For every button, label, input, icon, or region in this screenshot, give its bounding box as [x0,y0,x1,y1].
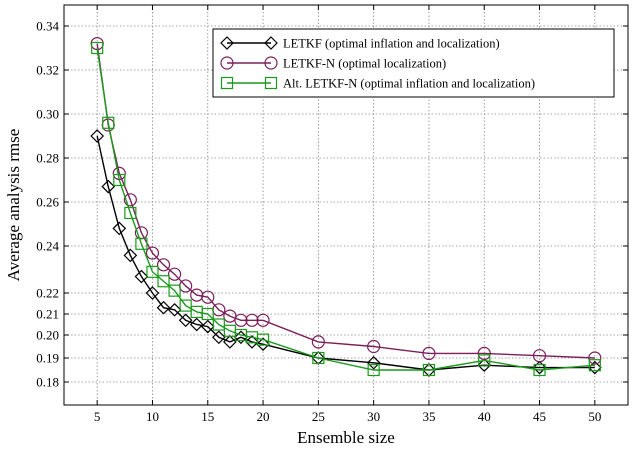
data-point [245,335,259,349]
data-point [223,335,237,349]
data-point [135,237,148,250]
data-point [156,300,171,315]
y-tick-label: 0.19 [36,351,59,366]
y-tick-label: 0.18 [36,375,59,390]
y-tick-label: 0.20 [36,328,59,343]
data-point [256,313,270,327]
data-point [91,41,104,55]
data-point [167,267,182,281]
data-point [312,351,325,365]
data-point [256,337,270,352]
x-tick-label: 25 [312,409,325,424]
y-tick-label: 0.30 [36,107,59,122]
data-point [422,363,436,377]
data-point [212,318,225,331]
data-point [211,330,226,345]
x-tick-label: 20 [257,409,270,424]
legend-marker [220,76,234,90]
y-tick-label: 0.26 [36,195,59,210]
data-point [588,359,601,372]
x-tick-label: 40 [478,409,491,424]
data-point [245,313,259,327]
data-point [113,173,126,187]
series-line [96,135,595,371]
data-point [477,346,491,360]
data-point [179,299,192,312]
legend-marker [264,56,278,70]
series-3 [91,41,601,377]
data-point [134,269,149,284]
y-tick-label: 0.32 [36,63,59,78]
data-point [112,221,127,236]
data-point [201,290,215,304]
data-point [366,355,381,370]
data-point [533,363,546,377]
data-point [478,354,491,367]
y-tick-label: 0.28 [36,151,59,166]
legend: LETKF (optimal inflation and localizatio… [212,28,615,98]
data-point [477,358,492,373]
legend-marker [220,56,234,70]
data-point [124,206,137,220]
data-point [367,363,380,377]
data-point [167,302,182,317]
x-tick-label: 10 [146,409,159,424]
x-tick-label: 30 [367,409,380,424]
data-point [189,317,204,332]
legend-entry: LETKF-N (optimal localization) [220,56,446,71]
y-tick-label: 0.21 [36,307,59,322]
y-tick-label: 0.24 [36,239,59,254]
x-tick-label: 35 [422,409,435,424]
data-point [532,360,547,375]
data-point [200,319,215,334]
data-point [168,284,181,297]
x-tick-label: 5 [94,409,101,424]
data-point [311,335,325,349]
data-point [178,313,193,328]
data-point [234,313,248,327]
data-point [145,246,160,260]
x-tick-label: 15 [201,409,214,424]
series-layer [90,36,602,377]
data-point [201,307,214,321]
y-axis-label: Average analysis rmse [4,129,23,282]
legend-entry: Alt. LETKF-N (optimal inflation and loca… [220,76,535,91]
legend-marker [264,76,278,90]
legend-label: LETKF (optimal inflation and localizatio… [283,37,500,51]
plot-frame [63,4,629,406]
axis-ticks: 5 10 15 20 25 30 35 40 45 50 0.18 0.19 0.20 0.21 0.22 0… [36,5,628,424]
x-tick-label: 45 [533,409,546,424]
legend-box [212,28,615,98]
series-1 [90,129,602,377]
x-axis-label: Ensemble size [297,428,395,447]
data-point [145,286,160,300]
data-point [90,129,105,143]
data-point [588,351,602,365]
data-point [156,258,171,272]
data-point [102,116,115,129]
y-tick-label: 0.22 [36,286,59,301]
legend-entry: LETKF (optimal inflation and localizatio… [220,36,500,51]
data-point [123,248,138,263]
x-tick-label: 50 [588,409,601,424]
data-point [532,349,547,363]
data-point [157,275,170,288]
data-point [367,339,381,354]
legend-label: Alt. LETKF-N (optimal inflation and loca… [283,77,535,91]
data-point [422,346,436,360]
data-point [256,333,270,346]
data-point [123,193,137,207]
data-point [101,179,116,194]
legend-marker [220,36,234,50]
legend-marker [264,36,278,50]
legend-label: LETKF-N (optimal localization) [283,57,446,71]
y-tick-label: 0.34 [36,19,59,34]
data-point [146,265,159,278]
